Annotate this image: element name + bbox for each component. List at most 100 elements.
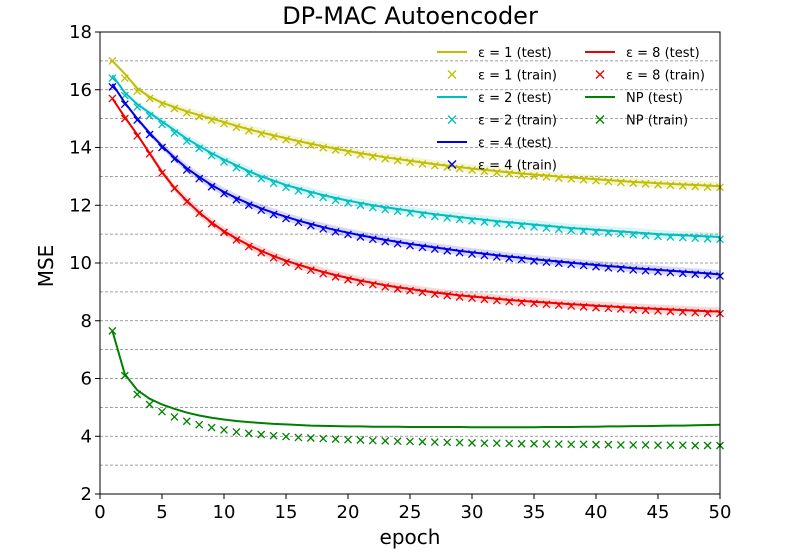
train-point (703, 271, 712, 280)
train-point (207, 151, 216, 160)
train-point (579, 302, 588, 311)
train-point (306, 221, 315, 230)
train-point (567, 260, 576, 269)
train-point (480, 251, 489, 260)
train-point (306, 266, 315, 275)
legend-label: ε = 1 (train) (478, 69, 557, 84)
train-point (393, 156, 402, 165)
train-point (641, 231, 650, 240)
train-point (170, 155, 179, 164)
train-point (120, 371, 129, 380)
train-point (480, 295, 489, 304)
train-point (145, 400, 154, 409)
train-point (666, 268, 675, 277)
grid (100, 60, 720, 466)
train-point (579, 261, 588, 270)
train-point (517, 298, 526, 307)
train-point (220, 425, 228, 434)
train-point (567, 302, 576, 310)
train-point (158, 143, 166, 152)
train-point (678, 181, 687, 190)
legend-entry: ε = 8 (train) (595, 69, 705, 84)
train-point (145, 111, 154, 120)
legend-entry: ε = 2 (train) (447, 114, 557, 129)
train-point (517, 255, 526, 264)
y-tick-label: 2 (81, 484, 92, 505)
train-point (306, 434, 315, 442)
train-point (492, 168, 501, 177)
legend-label: ε = 8 (train) (626, 69, 705, 84)
train-point (579, 175, 588, 184)
train-point (393, 207, 402, 216)
train-point (368, 436, 377, 445)
legend-entry: ε = 1 (train) (447, 69, 557, 84)
y-tick-label: 12 (69, 195, 92, 216)
train-point (220, 228, 228, 237)
train-point (468, 294, 476, 303)
train-point (530, 439, 538, 448)
train-point (592, 440, 600, 449)
train-point (294, 433, 303, 442)
train-point (120, 100, 129, 109)
train-point (133, 131, 142, 140)
train-point (195, 174, 204, 183)
train-point (344, 275, 352, 284)
train-point (616, 304, 625, 313)
series-layer (108, 56, 724, 450)
train-point (356, 436, 365, 444)
train-point (703, 183, 712, 192)
train-point (604, 177, 613, 186)
train-point (406, 286, 414, 295)
train-point (430, 161, 439, 170)
train-point (592, 228, 600, 237)
train-point (133, 87, 142, 96)
train-point (170, 129, 179, 138)
test-line-np (111, 330, 721, 429)
train-point (468, 250, 476, 259)
train-point (691, 441, 700, 450)
train-point (381, 436, 390, 445)
train-point (220, 157, 228, 166)
series--8 (108, 94, 724, 318)
x-tick-label: 25 (399, 502, 422, 523)
train-point (654, 267, 662, 276)
train-point (182, 166, 191, 174)
train-point (654, 232, 662, 241)
train-point (616, 264, 625, 273)
train-point (592, 262, 600, 271)
x-axis: 0 5 10 15 20 25 30 35 40 45 50 (94, 494, 731, 523)
train-point (356, 150, 365, 159)
train-point (133, 116, 142, 125)
train-point (505, 297, 514, 306)
train-point (678, 269, 687, 278)
train-point (406, 158, 414, 167)
train-point (530, 172, 538, 181)
train-point (207, 219, 216, 228)
train-point (195, 144, 204, 153)
train-point (381, 205, 390, 214)
train-point (691, 182, 700, 191)
legend-swatch (447, 70, 457, 79)
train-point (207, 182, 216, 191)
train-point (629, 179, 638, 188)
train-point (195, 209, 204, 218)
legend-label: ε = 1 (test) (478, 46, 552, 61)
x-tick-label: 0 (94, 502, 105, 523)
legend-entry: ε = 1 (test) (437, 46, 552, 61)
y-tick-label: 8 (81, 311, 92, 332)
train-point (170, 412, 179, 421)
train-point (381, 283, 390, 291)
legend-swatch (595, 115, 605, 124)
train-point (282, 214, 290, 223)
train-point (654, 306, 662, 315)
train-point (542, 172, 551, 181)
train-point (492, 439, 501, 448)
train-point (120, 74, 129, 83)
train-point (443, 213, 452, 222)
train-point (418, 210, 427, 219)
train-point (294, 186, 303, 195)
train-point (319, 434, 328, 443)
train-point (517, 221, 526, 230)
x-tick-label: 30 (461, 502, 484, 523)
